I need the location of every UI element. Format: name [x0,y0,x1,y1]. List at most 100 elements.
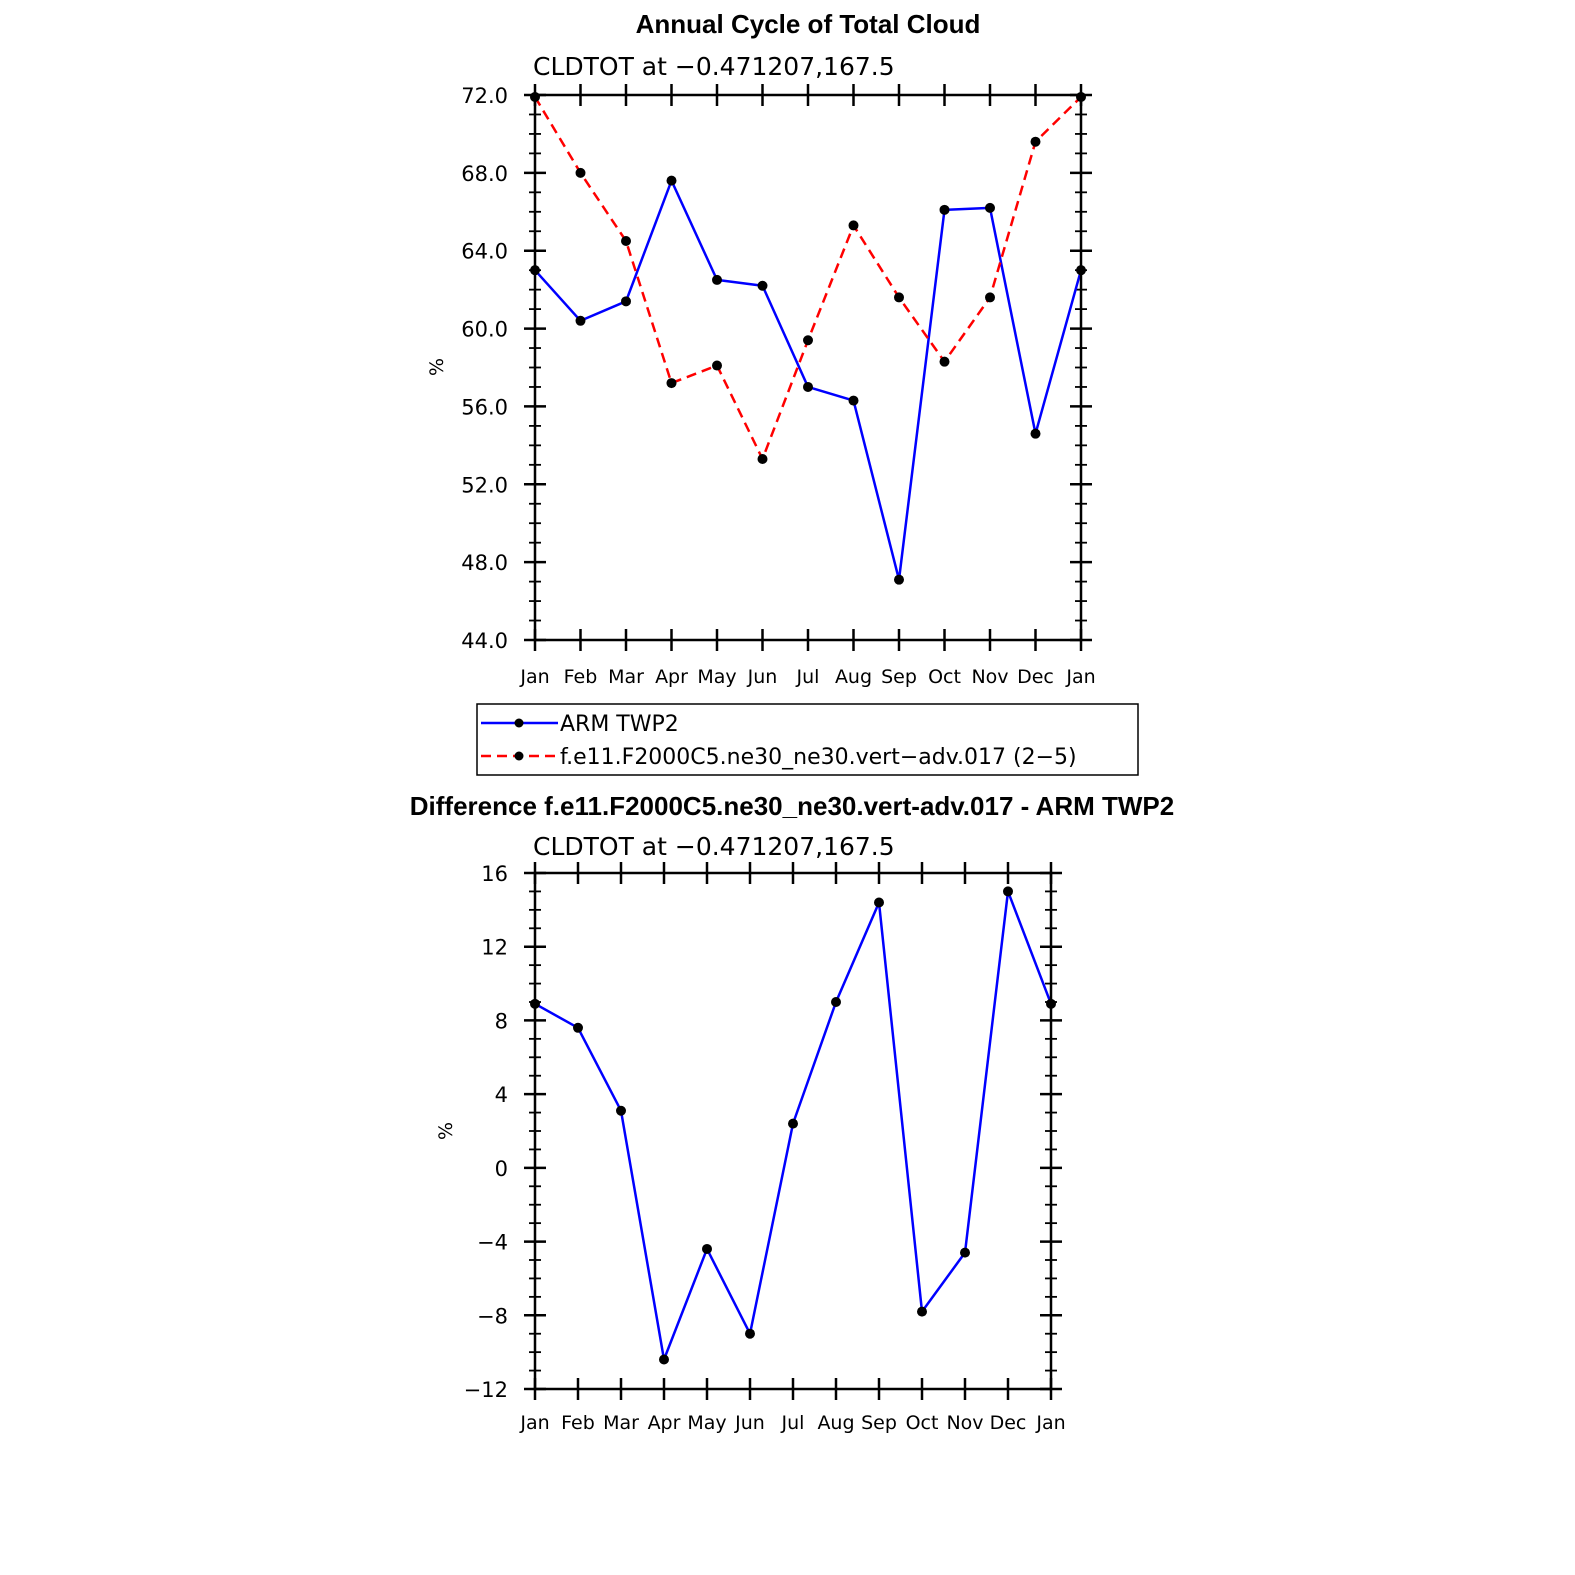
y-tick-label: 16 [481,862,508,886]
legend-box [476,703,1139,776]
y-tick-label: 48.0 [461,551,508,575]
x-tick-label: Apr [648,1412,681,1434]
data-point-1-1 [575,167,586,178]
chart-subtitle: CLDTOT at −0.471207,167.5 [533,832,895,861]
x-tick-label: May [687,1412,726,1434]
y-tick-label: 8 [495,1009,508,1033]
x-tick-label: Jan [519,1412,549,1434]
data-point-0-5 [757,280,768,291]
data-point-0-2 [621,296,631,307]
y-tick-labels: −12 −8 −4 0 4 8 12 16 [464,862,508,1402]
y-tick-label: 52.0 [461,473,508,497]
y-axis-label: % [435,1122,457,1140]
x-tick-label: Dec [1017,666,1054,688]
x-tick-label: May [697,666,736,688]
data-point-0-4 [712,274,722,285]
chart-title: Difference f.e11.F2000C5.ne30_ne30.vert-… [410,791,1174,821]
data-point-0-7 [831,997,841,1007]
data-point-0-7 [848,395,859,406]
x-tick-label: Mar [608,666,644,688]
data-point-0-9 [939,204,950,215]
y-tick-label: 72.0 [461,84,508,108]
x-tick-label: Nov [971,666,1008,688]
x-tick-label: Feb [561,1412,595,1434]
data-point-1-5 [757,453,768,464]
x-tick-label: Oct [906,1412,939,1434]
plot-frame [533,93,1083,642]
series-group [530,886,1056,1365]
legend-entry-arm: ARM TWP2 [481,712,679,737]
series-line-0 [534,179,1083,581]
data-point-1-7 [848,220,859,231]
data-point-1-3 [666,378,677,389]
series-group [530,91,1086,585]
y-tick-label: 64.0 [461,240,508,264]
x-tick-label: Dec [990,1412,1027,1434]
chart-title: Annual Cycle of Total Cloud [636,9,981,39]
data-point-0-8 [874,897,884,908]
data-point-0-5 [745,1328,755,1339]
data-point-0-6 [803,381,813,392]
data-point-0-4 [702,1243,712,1254]
x-tick-label: Mar [603,1412,639,1434]
y-tick-label: −12 [464,1378,508,1402]
y-tick-labels: 44.0 48.0 52.0 56.0 60.0 64.0 68.0 72.0 [461,84,508,653]
x-tick-label: Jul [781,1412,805,1434]
legend-entry-model: f.e11.F2000C5.ne30_ne30.vert−adv.017 (2−… [481,745,1077,770]
data-point-0-3 [666,175,677,186]
x-tick-label: Feb [564,666,598,688]
data-point-0-1 [575,315,586,326]
x-tick-label: Apr [655,666,688,688]
chart-difference: Difference f.e11.F2000C5.ne30_ne30.vert-… [410,791,1174,1434]
x-tick-label: Oct [928,666,961,688]
chart-subtitle: CLDTOT at −0.471207,167.5 [533,52,895,81]
series-line-1 [533,96,1082,461]
axis-ticks [524,84,1092,651]
y-tick-label: 60.0 [461,318,508,342]
data-point-1-4 [712,360,722,371]
data-point-0-6 [788,1118,798,1129]
legend-label-model: f.e11.F2000C5.ne30_ne30.vert−adv.017 (2−… [560,745,1077,770]
y-tick-label: 68.0 [461,162,508,186]
y-tick-label: 56.0 [461,395,508,419]
y-tick-label: −8 [477,1304,508,1328]
data-point-0-10 [985,202,995,213]
x-tick-label: Aug [835,666,872,688]
y-tick-label: 12 [481,936,508,960]
x-tick-labels: Jan Feb Mar Apr May Jun Jul Aug Sep Oct Nov Dec Jan [519,666,1095,688]
data-point-0-10 [960,1247,970,1258]
x-tick-label: Jan [1035,1412,1065,1434]
chart-annual-cycle: Annual Cycle of Total Cloud CLDTOT at −0… [426,9,1096,688]
legend-marker-arm [514,718,524,728]
data-point-0-2 [616,1105,626,1116]
plot-frame [533,871,1053,1391]
legend-label-arm: ARM TWP2 [560,712,679,737]
data-point-1-11 [1030,136,1041,147]
x-tick-label: Jan [1065,666,1095,688]
legend-marker-model [514,751,524,761]
data-point-1-8 [894,292,904,303]
x-tick-label: Nov [946,1412,983,1434]
x-tick-label: Sep [861,1412,897,1434]
x-tick-label: Jun [734,1412,765,1434]
data-point-1-6 [803,335,813,346]
y-tick-label: 4 [495,1083,508,1107]
data-point-0-9 [917,1306,927,1317]
data-point-1-9 [939,356,950,367]
data-point-0-1 [573,1022,583,1033]
data-point-0-3 [659,1354,669,1365]
data-point-1-2 [621,235,631,246]
y-axis-label: % [426,358,448,376]
legend: ARM TWP2 f.e11.F2000C5.ne30_ne30.vert−ad… [476,703,1139,776]
x-tick-label: Aug [817,1412,854,1434]
data-point-0-8 [894,574,904,585]
x-tick-label: Jun [747,666,778,688]
y-tick-label: 44.0 [461,629,508,653]
x-tick-labels: Jan Feb Mar Apr May Jun Jul Aug Sep Oct Nov Dec Jan [519,1412,1065,1434]
y-tick-label: 0 [495,1157,508,1181]
x-tick-label: Jul [796,666,820,688]
data-point-1-10 [985,292,995,303]
axis-ticks [524,862,1062,1400]
data-point-0-11 [1030,428,1041,439]
